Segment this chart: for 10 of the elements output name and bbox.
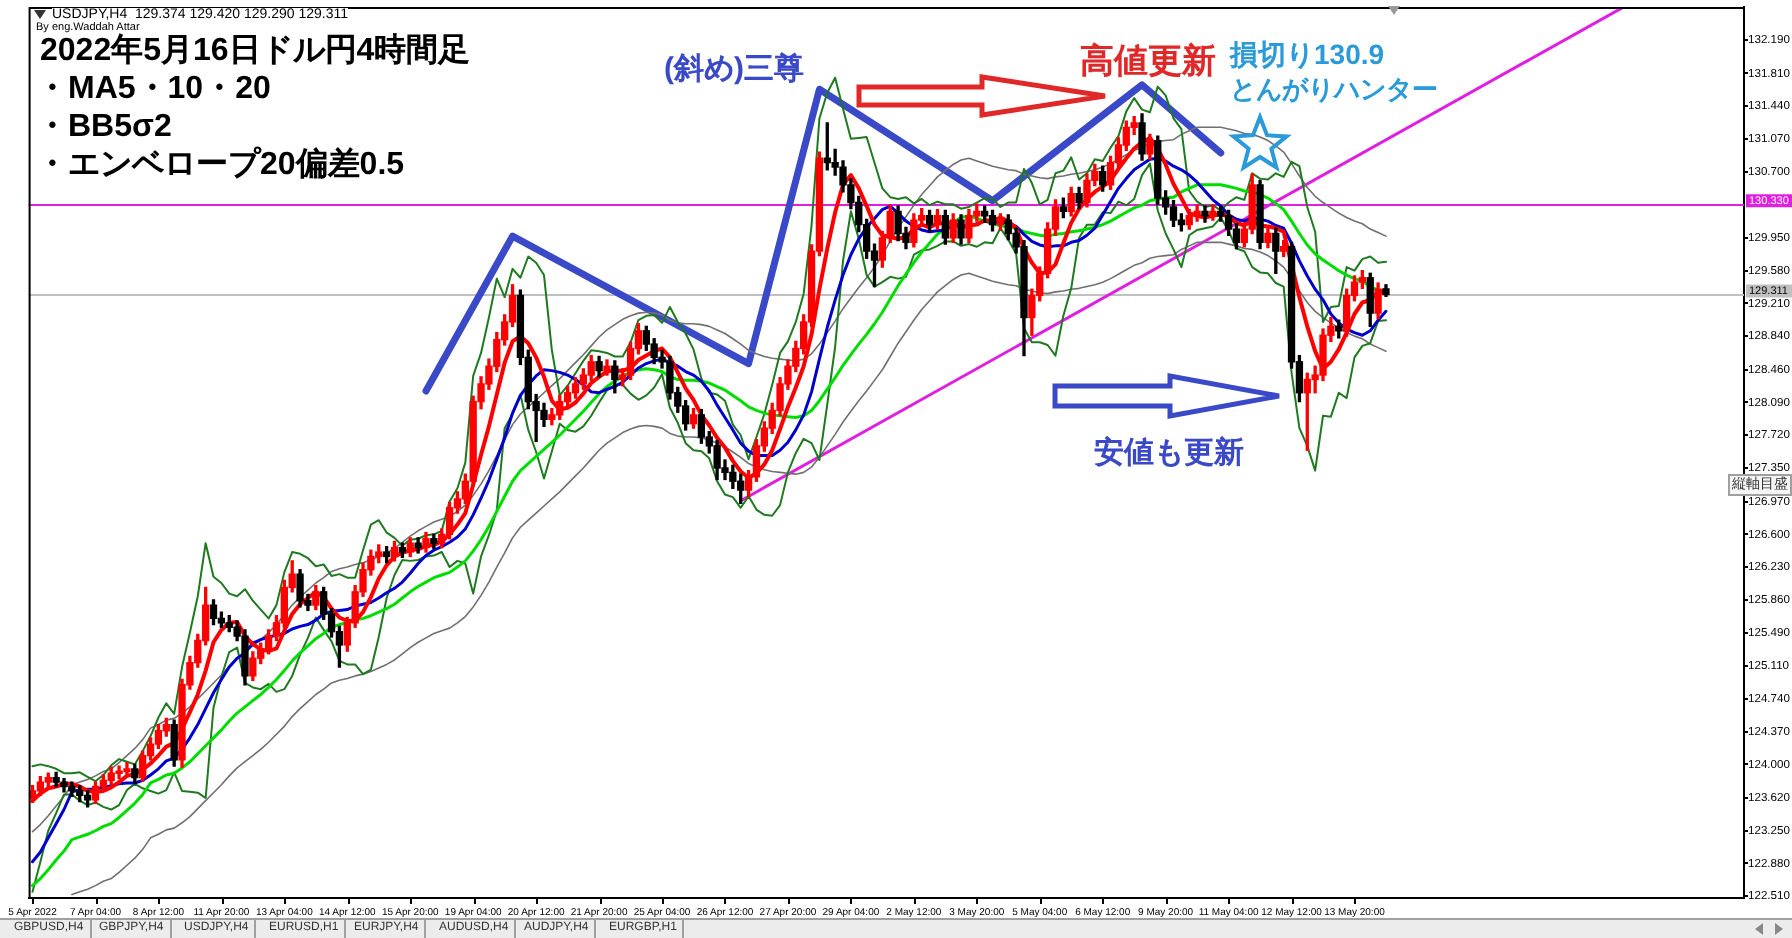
annotation: 損切り130.9	[1230, 38, 1385, 70]
annotation: 安値も更新	[1094, 436, 1244, 470]
candlestick	[123, 761, 131, 777]
candlestick	[1201, 205, 1209, 223]
annotation: 高値更新	[1080, 42, 1216, 80]
candlestick	[115, 765, 123, 780]
text: 2022年5月16日ドル円4時間足	[40, 34, 471, 68]
annotation: (斜め)三尊	[664, 52, 804, 86]
annotation: とんがりハンター	[1230, 74, 1438, 104]
text: ・MA5・10・20 ・BB5σ2 ・エンベロープ20偏差0.5	[36, 72, 405, 182]
